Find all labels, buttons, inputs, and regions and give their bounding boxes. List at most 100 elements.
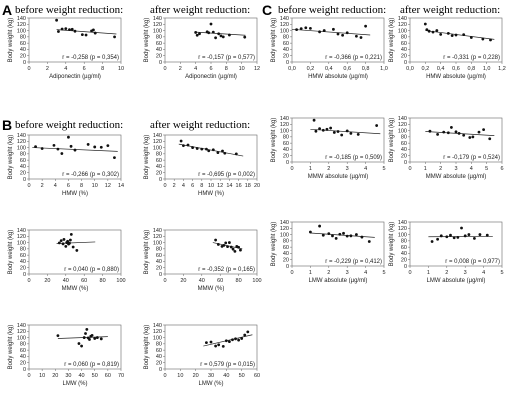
data-point: [56, 334, 60, 338]
y-tick-label: 20: [401, 54, 407, 60]
y-tick-label: 40: [156, 354, 162, 360]
x-tick-label: 60: [254, 373, 260, 379]
y-tick-label: 80: [20, 35, 26, 41]
x-tick-label: 1: [424, 166, 427, 172]
x-tick-label: 40: [223, 373, 229, 379]
data-point: [345, 129, 349, 133]
x-tick-label: 0: [290, 270, 293, 276]
x-tick-label: 20: [254, 183, 260, 189]
data-point: [77, 342, 81, 345]
data-point: [70, 27, 74, 31]
y-tick-label: 60: [156, 158, 162, 164]
y-tick-label: 140: [398, 220, 407, 226]
y-tick-label: 60: [401, 245, 407, 251]
correlation-stat: r = -0,179 (p = 0,524): [443, 155, 500, 161]
y-tick-label: 140: [17, 16, 26, 22]
x-tick-label: 4: [64, 66, 67, 72]
x-tick-label: 0: [408, 270, 411, 276]
x-tick-label: 6: [83, 66, 86, 72]
data-point: [224, 339, 228, 343]
x-tick-label: 3: [454, 166, 457, 172]
x-tick-label: 1: [309, 270, 312, 276]
section-a-before-heading: before weight reduction:: [15, 4, 123, 16]
data-point: [67, 135, 70, 139]
data-point: [430, 240, 434, 243]
data-point: [463, 234, 467, 238]
x-tick-label: 20: [193, 373, 199, 379]
x-tick-label: 5: [500, 270, 503, 276]
y-tick-label: 40: [20, 354, 26, 360]
x-tick-label: 3: [346, 166, 349, 172]
x-tick-label: 50: [239, 373, 245, 379]
data-point: [68, 241, 71, 245]
data-point: [228, 33, 231, 37]
data-point: [209, 340, 213, 344]
y-tick-label: 0: [404, 264, 407, 270]
data-point: [423, 22, 427, 26]
plot-frame: [291, 17, 385, 63]
data-point: [478, 233, 482, 236]
x-tick-label: 3: [464, 270, 467, 276]
y-tick-label: 20: [20, 54, 26, 60]
y-tick-label: 60: [283, 41, 289, 47]
data-point: [295, 28, 298, 32]
data-point: [336, 32, 340, 36]
data-point: [341, 33, 344, 37]
y-tick-label: 120: [153, 139, 162, 145]
x-tick-label: 4: [364, 270, 367, 276]
y-tick-label: 60: [401, 41, 407, 47]
correlation-stat: r = -0,352 (p = 0,165): [198, 267, 255, 273]
data-point: [359, 36, 363, 39]
data-point: [450, 34, 454, 37]
data-point: [246, 330, 250, 334]
data-point: [228, 241, 231, 244]
correlation-stat: r = 0,008 (p = 0,977): [445, 259, 500, 265]
x-tick-label: 0,8: [362, 66, 370, 72]
x-tick-label: 3: [346, 270, 349, 276]
y-tick-label: 0: [159, 60, 162, 66]
y-tick-label: 120: [398, 226, 407, 232]
data-point: [219, 34, 223, 38]
x-tick-label: 10: [39, 373, 45, 379]
data-point: [75, 249, 79, 252]
y-tick-label: 40: [156, 259, 162, 265]
x-tick-label: 8: [225, 66, 228, 72]
y-tick-label: 40: [283, 251, 289, 257]
data-point: [355, 233, 358, 236]
section-b-after-heading: after weight reduction:: [150, 119, 250, 131]
y-tick-label: 20: [283, 258, 289, 264]
regression-line: [56, 29, 117, 35]
x-tick-label: 0: [163, 278, 166, 284]
plot-frame: [28, 17, 122, 63]
y-tick-label: 60: [20, 41, 26, 47]
x-tick-label: 40: [63, 278, 69, 284]
data-point: [456, 236, 460, 239]
data-point: [489, 38, 492, 42]
regression-line: [195, 31, 246, 36]
data-point: [84, 33, 88, 37]
data-point: [375, 124, 379, 127]
x-axis-label: MMW (%): [198, 286, 225, 292]
y-tick-label: 100: [398, 28, 407, 34]
y-tick-label: 40: [20, 164, 26, 170]
y-tick-label: 120: [398, 22, 407, 28]
y-tick-label: 20: [156, 171, 162, 177]
data-point: [229, 245, 233, 249]
data-point: [325, 127, 329, 131]
data-point: [243, 35, 247, 39]
x-tick-label: 6: [67, 183, 70, 189]
data-point: [82, 336, 86, 339]
x-tick-label: 4: [470, 166, 473, 172]
data-point: [318, 30, 321, 34]
data-point: [55, 18, 58, 22]
data-point: [431, 30, 435, 34]
data-point: [90, 333, 94, 337]
y-tick-label: 120: [280, 22, 289, 28]
x-tick-label: 6: [209, 66, 212, 72]
data-point: [214, 238, 218, 242]
